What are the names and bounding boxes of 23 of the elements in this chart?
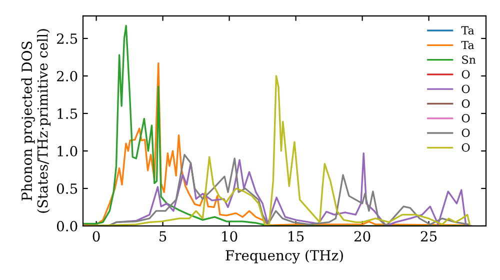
- x-tick-label: 25: [420, 231, 437, 242]
- y-axis-title: Phonon projected DOS (States/THz·primitive cell): [21, 29, 50, 213]
- y-tick-label: 1.5: [58, 108, 78, 119]
- legend-label: O: [462, 84, 470, 94]
- legend-label: Ta: [461, 26, 474, 35]
- y-tick-label: 0.5: [56, 183, 78, 194]
- x-tick-label: 0: [92, 231, 100, 242]
- legend-label: O: [462, 128, 470, 138]
- legend-label: O: [462, 114, 470, 122]
- y-tick-label: 2.0: [56, 70, 78, 82]
- legend-label: O: [462, 70, 470, 78]
- legend-label: Ta: [461, 40, 474, 50]
- y-tick-label: 0.0: [56, 220, 78, 232]
- x-tick-label: 10: [222, 231, 238, 242]
- y-tick-label: 1.0: [58, 146, 78, 156]
- legend-label: Sn: [462, 55, 476, 64]
- x-tick-label: 5: [160, 231, 166, 242]
- x-axis-title: Frequency (THz): [226, 250, 343, 264]
- legend-label: O: [462, 143, 470, 152]
- legend-label: O: [462, 99, 470, 108]
- x-tick-label: 15: [288, 231, 304, 242]
- x-tick-label: 20: [354, 231, 370, 242]
- y-tick-label: 2.5: [56, 33, 78, 44]
